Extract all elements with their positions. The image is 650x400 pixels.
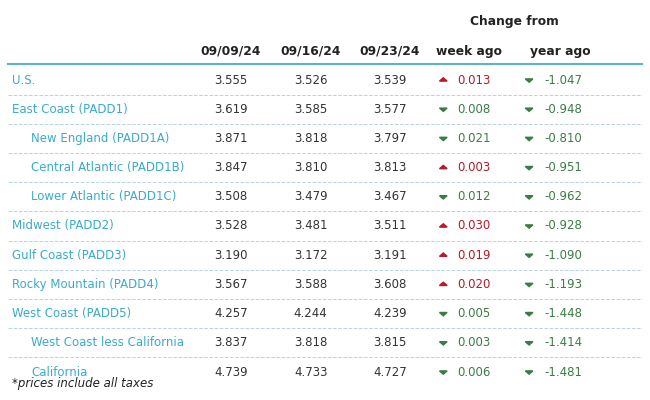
Polygon shape [439, 78, 447, 81]
Text: 4.239: 4.239 [373, 307, 407, 320]
Polygon shape [439, 196, 447, 199]
Text: 0.030: 0.030 [458, 220, 491, 232]
Polygon shape [439, 282, 447, 286]
Polygon shape [525, 254, 533, 258]
Text: 09/16/24: 09/16/24 [281, 45, 341, 58]
Text: -1.481: -1.481 [545, 366, 582, 378]
Text: 09/09/24: 09/09/24 [201, 45, 261, 58]
Text: Gulf Coast (PADD3): Gulf Coast (PADD3) [12, 249, 126, 262]
Polygon shape [525, 342, 533, 345]
Text: 0.005: 0.005 [458, 307, 491, 320]
Text: 3.191: 3.191 [373, 249, 407, 262]
Text: 3.555: 3.555 [214, 74, 248, 86]
Text: 4.727: 4.727 [373, 366, 407, 378]
Text: 09/23/24: 09/23/24 [360, 45, 420, 58]
Text: year ago: year ago [530, 45, 591, 58]
Text: 0.003: 0.003 [458, 161, 491, 174]
Text: Lower Atlantic (PADD1C): Lower Atlantic (PADD1C) [31, 190, 177, 203]
Polygon shape [525, 312, 533, 316]
Text: 3.577: 3.577 [373, 103, 407, 116]
Polygon shape [439, 342, 447, 345]
Text: *prices include all taxes: *prices include all taxes [12, 378, 153, 390]
Text: 3.539: 3.539 [373, 74, 407, 86]
Text: 3.481: 3.481 [294, 220, 328, 232]
Text: -0.810: -0.810 [545, 132, 582, 145]
Polygon shape [525, 371, 533, 374]
Text: -1.448: -1.448 [545, 307, 582, 320]
Text: 0.013: 0.013 [458, 74, 491, 86]
Text: East Coast (PADD1): East Coast (PADD1) [12, 103, 127, 116]
Polygon shape [439, 371, 447, 374]
Text: 3.847: 3.847 [214, 161, 248, 174]
Text: 4.739: 4.739 [214, 366, 248, 378]
Text: 3.526: 3.526 [294, 74, 328, 86]
Text: 4.257: 4.257 [214, 307, 248, 320]
Polygon shape [525, 108, 533, 112]
Text: U.S.: U.S. [12, 74, 35, 86]
Text: 0.003: 0.003 [458, 336, 491, 349]
Polygon shape [439, 312, 447, 316]
Polygon shape [525, 196, 533, 199]
Text: week ago: week ago [436, 45, 502, 58]
Text: 0.008: 0.008 [458, 103, 491, 116]
Text: 0.012: 0.012 [458, 190, 491, 203]
Text: -1.414: -1.414 [545, 336, 583, 349]
Text: Midwest (PADD2): Midwest (PADD2) [12, 220, 114, 232]
Polygon shape [439, 108, 447, 112]
Polygon shape [525, 79, 533, 82]
Text: California: California [31, 366, 88, 378]
Polygon shape [439, 253, 447, 256]
Text: 3.608: 3.608 [373, 278, 407, 291]
Polygon shape [525, 137, 533, 141]
Text: West Coast less California: West Coast less California [31, 336, 184, 349]
Text: 3.818: 3.818 [294, 336, 328, 349]
Text: 3.588: 3.588 [294, 278, 328, 291]
Text: -0.948: -0.948 [545, 103, 582, 116]
Text: -0.962: -0.962 [545, 190, 582, 203]
Text: Central Atlantic (PADD1B): Central Atlantic (PADD1B) [31, 161, 185, 174]
Text: 3.585: 3.585 [294, 103, 328, 116]
Text: 0.021: 0.021 [458, 132, 491, 145]
Text: New England (PADD1A): New England (PADD1A) [31, 132, 170, 145]
Text: 3.619: 3.619 [214, 103, 248, 116]
Text: 3.810: 3.810 [294, 161, 328, 174]
Text: 3.172: 3.172 [294, 249, 328, 262]
Text: 3.813: 3.813 [373, 161, 407, 174]
Text: 3.190: 3.190 [214, 249, 248, 262]
Polygon shape [525, 283, 533, 287]
Text: 3.511: 3.511 [373, 220, 407, 232]
Text: 0.019: 0.019 [458, 249, 491, 262]
Text: 4.244: 4.244 [294, 307, 328, 320]
Polygon shape [525, 225, 533, 228]
Text: West Coast (PADD5): West Coast (PADD5) [12, 307, 131, 320]
Text: 3.528: 3.528 [214, 220, 248, 232]
Polygon shape [439, 224, 447, 227]
Text: 3.797: 3.797 [373, 132, 407, 145]
Text: -1.090: -1.090 [545, 249, 582, 262]
Text: 3.837: 3.837 [214, 336, 248, 349]
Text: -0.928: -0.928 [545, 220, 582, 232]
Text: 3.467: 3.467 [373, 190, 407, 203]
Text: 4.733: 4.733 [294, 366, 328, 378]
Text: 3.818: 3.818 [294, 132, 328, 145]
Text: -1.193: -1.193 [545, 278, 582, 291]
Polygon shape [525, 166, 533, 170]
Text: 0.020: 0.020 [458, 278, 491, 291]
Text: Rocky Mountain (PADD4): Rocky Mountain (PADD4) [12, 278, 158, 291]
Polygon shape [439, 137, 447, 141]
Text: Change from: Change from [471, 16, 559, 28]
Text: -0.951: -0.951 [545, 161, 582, 174]
Text: 3.567: 3.567 [214, 278, 248, 291]
Text: 3.479: 3.479 [294, 190, 328, 203]
Text: 3.815: 3.815 [373, 336, 407, 349]
Text: 3.871: 3.871 [214, 132, 248, 145]
Text: 3.508: 3.508 [214, 190, 248, 203]
Text: 0.006: 0.006 [458, 366, 491, 378]
Polygon shape [439, 165, 447, 169]
Text: -1.047: -1.047 [545, 74, 582, 86]
